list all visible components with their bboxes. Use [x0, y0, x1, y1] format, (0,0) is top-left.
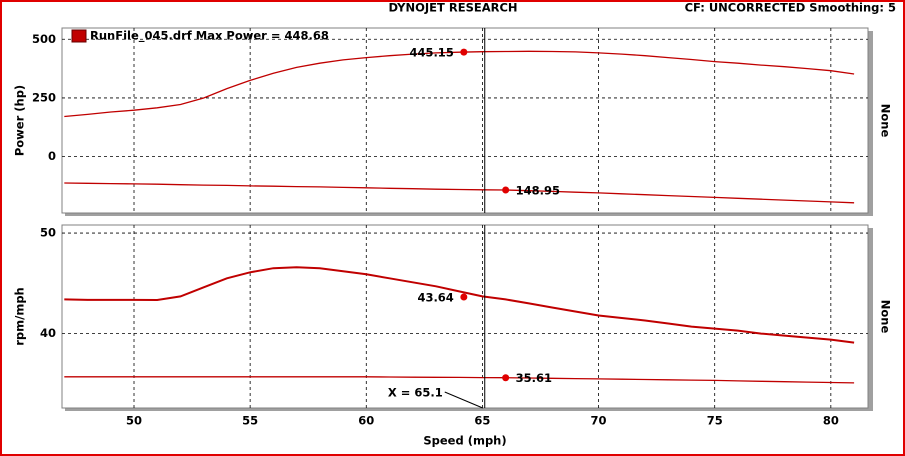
- panel: [61, 224, 869, 409]
- series-line: [64, 266, 855, 344]
- cursor-label: X = 65.1: [388, 386, 443, 400]
- marker-label: 35.61: [516, 371, 552, 385]
- series-line: [64, 376, 855, 384]
- cursor-leader: [444, 391, 483, 409]
- y-tick-label: 0: [48, 149, 56, 163]
- y-axis-label: rpm/mph: [13, 287, 27, 346]
- y2-axis-label: None: [879, 104, 893, 138]
- x-tick-label: 80: [823, 414, 839, 428]
- marker-label: 43.64: [417, 290, 453, 304]
- marker: [460, 293, 468, 301]
- marker: [502, 374, 510, 382]
- x-axis-label: Speed (mph): [423, 434, 506, 448]
- marker: [502, 186, 510, 194]
- y-tick-label: 250: [32, 90, 56, 104]
- y2-axis-label: None: [879, 300, 893, 334]
- x-tick-label: 55: [242, 414, 258, 428]
- x-tick-label: 70: [591, 414, 607, 428]
- marker-label: 445.15: [409, 46, 453, 60]
- header-settings: CF: UNCORRECTED Smoothing: 5: [685, 1, 896, 15]
- series-line: [64, 50, 855, 118]
- x-tick-label: 50: [126, 414, 142, 428]
- y-axis-label: Power (hp): [13, 85, 27, 156]
- legend-swatch: [71, 29, 87, 43]
- panel: [61, 27, 869, 214]
- x-tick-label: 75: [707, 414, 723, 428]
- y-tick-label: 500: [32, 32, 56, 46]
- legend-label: RunFile_045.drf Max Power = 448.68: [90, 29, 329, 44]
- x-tick-label: 60: [358, 414, 374, 428]
- marker: [460, 48, 468, 56]
- y-tick-label: 50: [40, 226, 56, 240]
- header-title: DYNOJET RESEARCH: [388, 1, 517, 15]
- y-tick-label: 40: [40, 326, 56, 340]
- series-line: [64, 182, 855, 204]
- marker-label: 148.95: [516, 183, 560, 197]
- x-tick-label: 65: [474, 414, 490, 428]
